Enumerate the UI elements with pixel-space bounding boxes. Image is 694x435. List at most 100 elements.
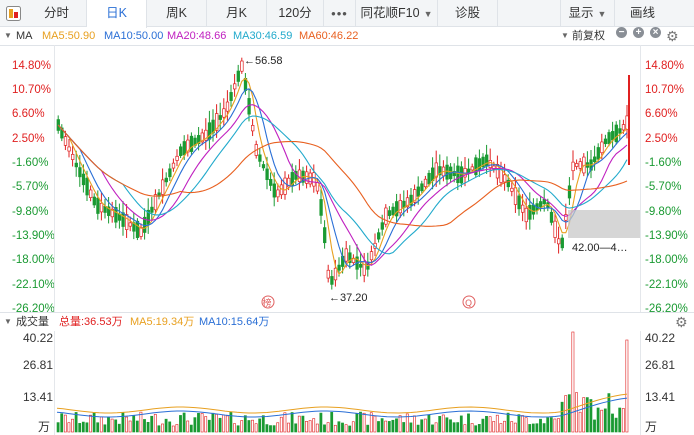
volume-bar xyxy=(438,416,442,433)
candle xyxy=(326,269,330,279)
plus-icon[interactable]: + xyxy=(633,27,644,38)
ma10-value: MA10:50.00 xyxy=(104,30,164,42)
candle xyxy=(384,207,388,225)
price-tick-left: 2.50% xyxy=(12,133,45,145)
volume-bar xyxy=(251,419,254,433)
candle xyxy=(81,173,86,186)
f10-dropdown[interactable]: 同花顺F10 ▼ xyxy=(356,0,438,27)
candle xyxy=(495,164,500,179)
volume-bar xyxy=(200,413,204,433)
volume-bar xyxy=(445,417,449,433)
candle xyxy=(139,226,143,237)
candle xyxy=(333,267,338,281)
candle xyxy=(593,156,597,163)
candle xyxy=(189,135,194,152)
tab-120min[interactable]: 120分 xyxy=(267,0,324,27)
display-dropdown[interactable]: 显示 ▼ xyxy=(560,0,615,27)
q-marker-icon[interactable] xyxy=(462,295,476,309)
volume-bar xyxy=(470,423,474,433)
volume-bar xyxy=(351,421,355,433)
minus-icon[interactable]: − xyxy=(616,27,627,38)
candle xyxy=(121,212,125,227)
volume-ma5: MA5:19.34万 xyxy=(130,316,195,328)
price-tick-left: 10.70% xyxy=(12,84,52,96)
volume-bar xyxy=(247,420,251,433)
volume-bar xyxy=(107,416,110,433)
price-tick-right: -18.00% xyxy=(645,254,688,266)
volume-bar xyxy=(409,422,413,433)
gear-icon[interactable]: ⚙ xyxy=(666,28,679,44)
candle xyxy=(513,187,518,205)
volume-bar xyxy=(294,423,298,433)
candle xyxy=(182,141,186,156)
candle xyxy=(521,204,525,213)
candle xyxy=(445,164,449,180)
volume-bar xyxy=(362,412,366,433)
candle xyxy=(215,113,219,131)
indicator-name[interactable]: MA xyxy=(16,30,33,42)
volume-bar xyxy=(233,423,236,433)
volume-bar xyxy=(366,424,370,433)
candle xyxy=(456,165,460,184)
volume-title[interactable]: 成交量 xyxy=(16,316,49,328)
tab-label: 同花顺F10 xyxy=(360,6,420,20)
volume-bar xyxy=(269,425,272,433)
volume-bar xyxy=(553,418,557,433)
volume-bar xyxy=(78,423,82,433)
tab-weekly-k[interactable]: 周K xyxy=(147,0,207,27)
volume-bar xyxy=(535,423,539,433)
candle xyxy=(287,177,291,188)
tab-daily-k[interactable]: 日K xyxy=(87,0,147,28)
adjust-mode[interactable]: 前复权 xyxy=(572,30,605,42)
candle xyxy=(492,165,496,170)
volume-bar xyxy=(456,422,460,433)
collapse-arrow-icon[interactable]: ▼ xyxy=(4,31,12,40)
chevron-down-icon[interactable]: ▼ xyxy=(561,31,569,40)
volume-bar xyxy=(323,424,326,433)
candle xyxy=(128,222,132,227)
candle xyxy=(200,132,204,143)
rank-marker-icon[interactable] xyxy=(261,295,275,309)
volume-bar xyxy=(135,420,139,433)
gear-icon[interactable]: ⚙ xyxy=(675,314,688,330)
volume-bar xyxy=(186,420,190,433)
candle xyxy=(524,207,528,223)
candle xyxy=(179,146,183,156)
stock-icon[interactable] xyxy=(6,6,21,21)
candle xyxy=(517,195,521,210)
volume-bar xyxy=(477,424,481,433)
volume-bar xyxy=(614,417,618,433)
price-tick-right: 6.60% xyxy=(645,108,678,120)
tab-intraday[interactable]: 分时 xyxy=(27,0,87,27)
volume-bar xyxy=(168,421,172,433)
candle xyxy=(233,83,237,90)
candle xyxy=(251,125,255,132)
price-tick-right: -9.80% xyxy=(645,206,682,218)
volume-bar xyxy=(571,331,575,433)
candle xyxy=(553,220,557,238)
candle xyxy=(71,154,75,160)
collapse-arrow-icon[interactable]: ▼ xyxy=(4,317,12,326)
draw-line-button[interactable]: 画线 xyxy=(615,0,670,27)
candle xyxy=(420,183,424,192)
volume-bar xyxy=(528,424,532,433)
candle xyxy=(549,211,554,223)
volume-bar xyxy=(391,419,395,433)
price-tick-left: 14.80% xyxy=(12,60,52,72)
volume-bar xyxy=(193,417,197,433)
close-icon[interactable]: × xyxy=(650,27,661,38)
candle xyxy=(427,172,431,185)
volume-bar xyxy=(207,419,211,433)
tab-diagnose[interactable]: 诊股 xyxy=(438,0,498,27)
candle xyxy=(614,124,618,142)
volume-bar xyxy=(312,418,316,433)
volume-bar xyxy=(161,423,164,433)
volume-bar xyxy=(481,418,485,433)
more-periods-button[interactable]: ••• xyxy=(324,0,356,27)
candle xyxy=(621,124,626,131)
candle xyxy=(391,206,395,216)
ma-line xyxy=(57,115,628,255)
low-annotation: ←37.20 xyxy=(329,292,368,304)
tab-monthly-k[interactable]: 月K xyxy=(207,0,267,27)
